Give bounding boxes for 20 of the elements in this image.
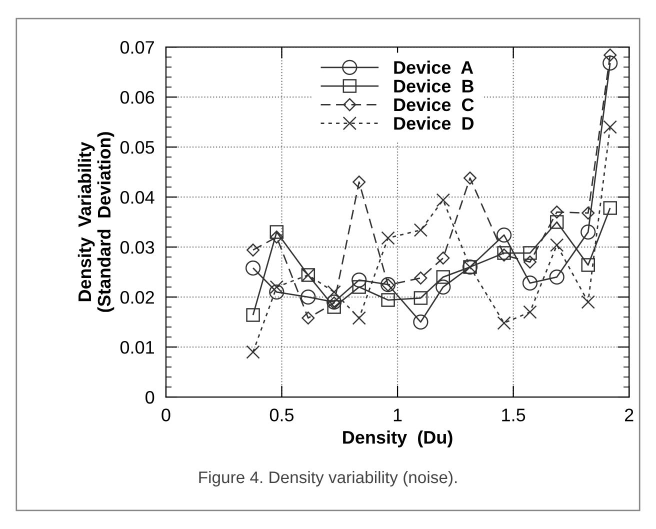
x-tick-label: 1 bbox=[394, 408, 402, 422]
y-tick-label: 0 bbox=[146, 390, 154, 404]
y-tick-label: 0.05 bbox=[120, 140, 154, 154]
x-tick-label: 2 bbox=[624, 408, 634, 422]
y-tick-label: 0.07 bbox=[120, 41, 154, 54]
legend-label: Device B bbox=[394, 79, 474, 93]
y-axis-title: Density Variability (Standard Deviation) bbox=[78, 132, 114, 312]
legend-label: Device C bbox=[394, 98, 474, 112]
y-tick-label: 0.06 bbox=[120, 91, 154, 104]
y-tick-label: 0.04 bbox=[120, 190, 154, 204]
x-axis-title: Density (Du) bbox=[343, 430, 452, 448]
x-tick-label: 1.5 bbox=[502, 408, 526, 422]
x-tick-label: 0.5 bbox=[270, 408, 294, 422]
legend-label: Device A bbox=[394, 60, 474, 74]
caption: Figure 4. Density variability (noise). bbox=[199, 470, 457, 487]
y-tick-label: 0.03 bbox=[120, 240, 154, 254]
x-tick-label: 0 bbox=[162, 408, 170, 422]
legend-label: Device D bbox=[394, 116, 474, 130]
y-tick-label: 0.01 bbox=[120, 340, 154, 354]
y-tick-label: 0.02 bbox=[120, 290, 154, 304]
